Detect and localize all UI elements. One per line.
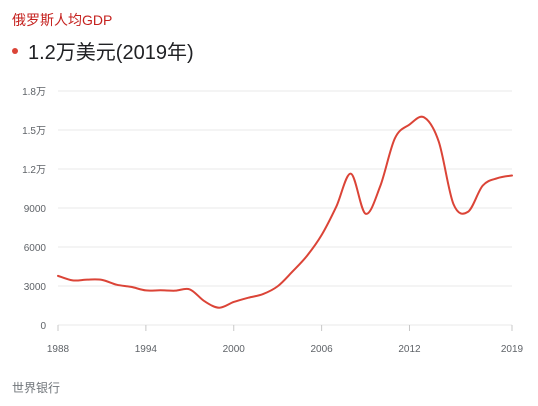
y-tick-label: 3000 (24, 282, 47, 293)
current-value: 1.2万美元(2019年) (28, 42, 194, 64)
y-tick-label: 1.2万 (22, 165, 46, 176)
x-tick-label: 2012 (398, 344, 421, 355)
y-tick-label: 0 (40, 321, 46, 332)
y-tick-label: 6000 (24, 243, 47, 254)
y-tick-label: 1.8万 (22, 87, 46, 98)
y-tick-label: 1.5万 (22, 126, 46, 137)
current-value-row: 1.2万美元(2019年) (12, 36, 194, 65)
chart-title: 俄罗斯人均GDP (12, 12, 113, 28)
series-line (57, 115, 513, 309)
x-tick-label: 2019 (501, 344, 524, 355)
x-tick-label: 1988 (47, 344, 70, 355)
source-label: 世界银行 (12, 381, 61, 395)
series-dot-icon (12, 47, 18, 54)
x-tick-label: 2000 (223, 344, 246, 355)
x-tick-label: 2006 (310, 344, 333, 355)
gdp-line-chart: 0 3000 6000 9000 1.2万 1.5万 1.8万 1988 1994 2000 20… (22, 87, 524, 355)
y-tick-label: 9000 (24, 204, 47, 215)
x-tick-label: 1994 (135, 344, 158, 355)
